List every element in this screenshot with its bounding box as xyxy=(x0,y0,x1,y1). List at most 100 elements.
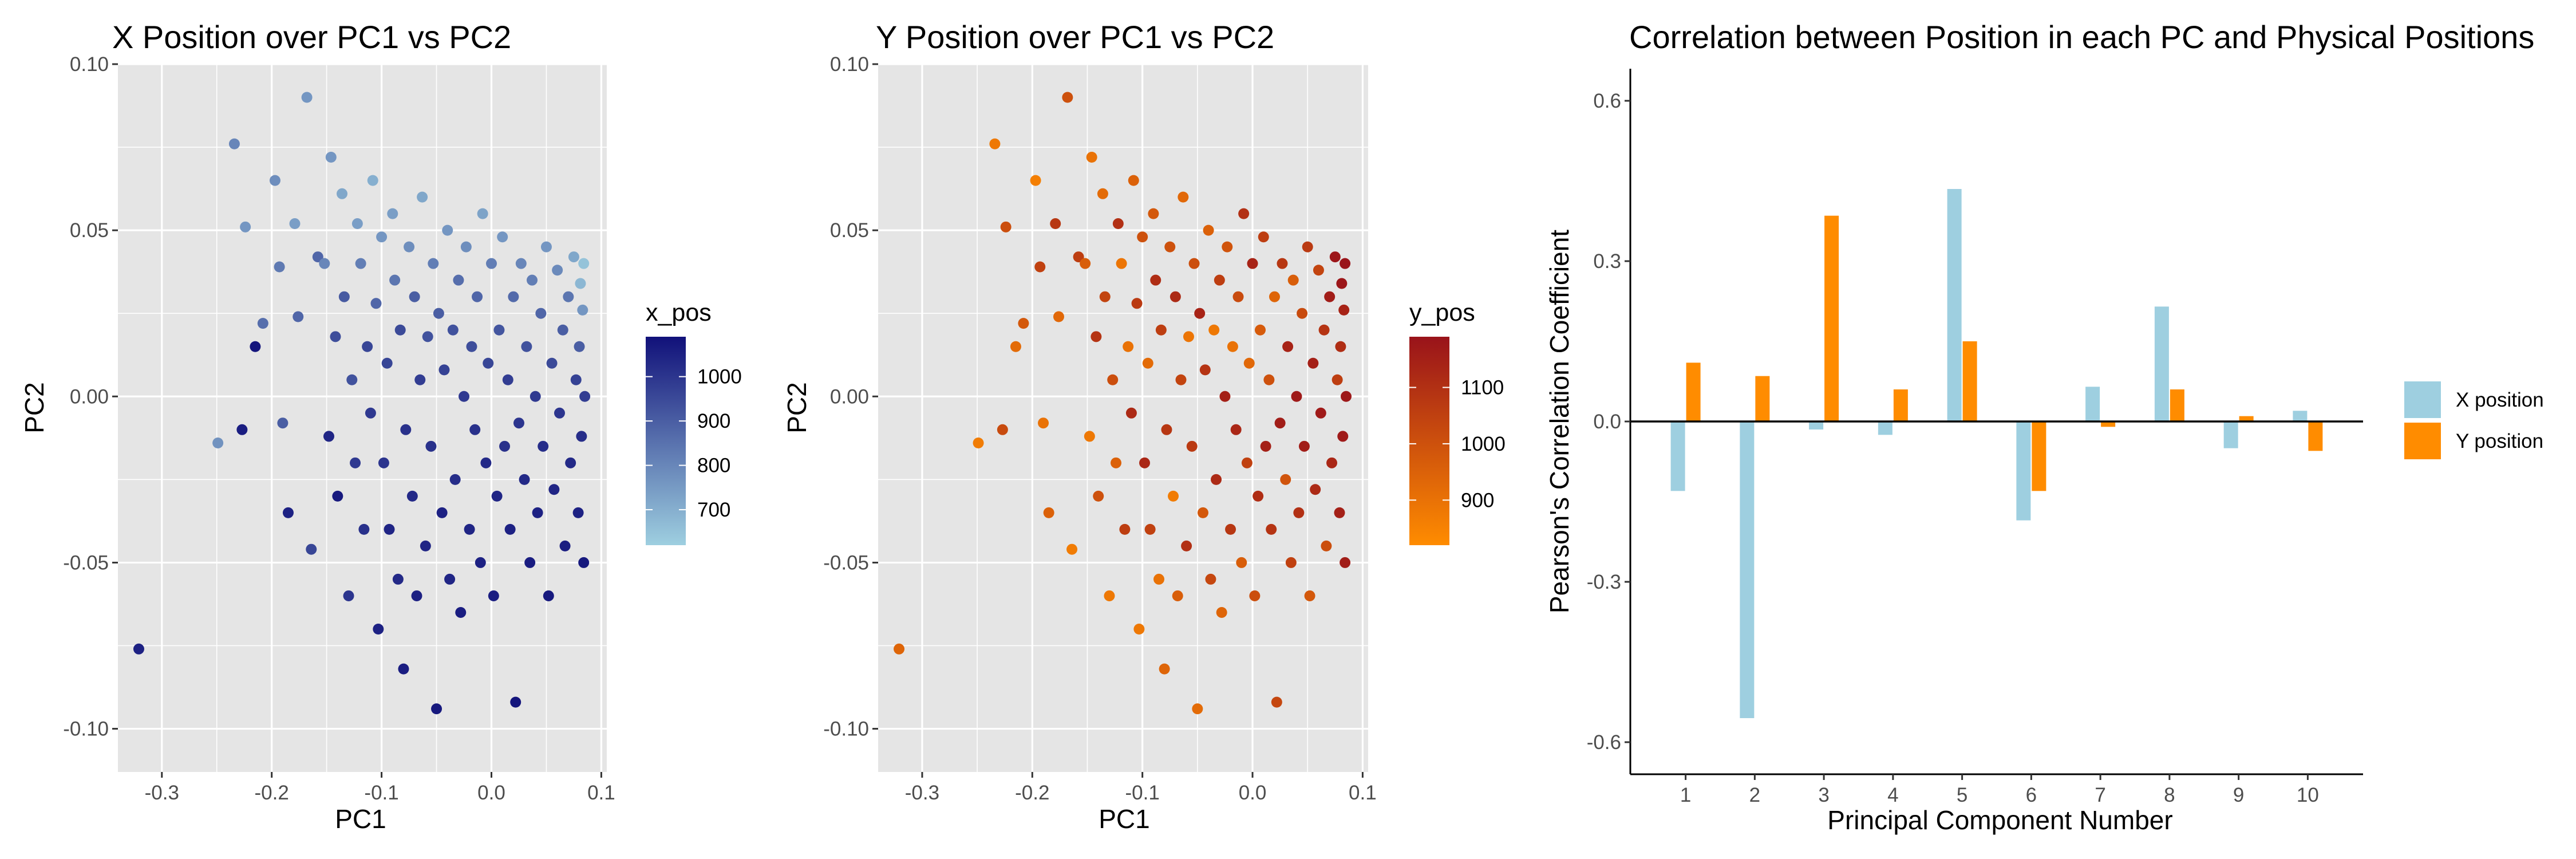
data-point xyxy=(579,391,591,402)
data-point xyxy=(1030,175,1041,186)
data-point xyxy=(1287,274,1299,286)
data-point xyxy=(409,291,420,302)
bar xyxy=(1809,421,1824,430)
data-point xyxy=(572,507,584,518)
data-point xyxy=(1194,308,1206,319)
data-point xyxy=(563,291,574,302)
data-point xyxy=(381,357,393,369)
x-tick-label: -0.3 xyxy=(905,782,939,804)
data-point xyxy=(466,341,477,352)
data-point xyxy=(1112,218,1124,230)
data-point xyxy=(510,696,521,708)
data-point xyxy=(325,151,337,163)
data-point xyxy=(973,438,984,449)
data-point xyxy=(1302,241,1313,253)
data-point xyxy=(1066,543,1078,555)
bar xyxy=(2308,421,2323,451)
data-point xyxy=(1266,523,1277,535)
x-tick-label: 3 xyxy=(1818,784,1829,806)
y-axis-label: PC2 xyxy=(782,382,812,433)
data-point xyxy=(1205,573,1216,585)
y-tick-label: 0.0 xyxy=(1593,411,1621,433)
legend-key xyxy=(2404,423,2441,459)
data-point xyxy=(1164,241,1176,253)
data-point xyxy=(1334,507,1345,518)
x-position-scatter-chart: X Position over PC1 vs PC2 PC1 PC2 x_pos… xyxy=(19,19,742,834)
data-point xyxy=(894,643,905,655)
data-point xyxy=(389,274,401,286)
x-tick-label: 0.0 xyxy=(1239,782,1267,804)
data-point xyxy=(1034,261,1046,273)
data-point xyxy=(1110,457,1121,468)
data-point xyxy=(472,291,483,302)
data-point xyxy=(1208,324,1220,336)
data-point xyxy=(535,308,547,319)
data-point xyxy=(343,590,354,601)
y-tick-label: -0.3 xyxy=(1587,571,1621,593)
y-tick-label: 0.00 xyxy=(830,385,869,408)
plot-panel xyxy=(118,64,607,772)
data-point xyxy=(475,557,486,568)
x-tick-label: -0.1 xyxy=(1125,782,1160,804)
data-point xyxy=(485,258,497,269)
data-point xyxy=(351,218,363,230)
data-point xyxy=(1128,175,1139,186)
data-point xyxy=(323,431,334,442)
data-point xyxy=(1340,258,1351,269)
colorbar-label: 1000 xyxy=(1461,433,1506,455)
data-point xyxy=(455,606,467,618)
data-point xyxy=(1236,557,1247,568)
data-point xyxy=(1310,484,1321,495)
data-point xyxy=(989,138,1001,149)
data-point xyxy=(1280,474,1291,485)
data-point xyxy=(508,291,519,302)
data-point xyxy=(568,251,579,263)
data-point xyxy=(1000,221,1012,233)
bar xyxy=(2170,389,2184,421)
data-point xyxy=(1097,188,1108,199)
data-point xyxy=(1018,318,1029,329)
data-point xyxy=(394,324,406,336)
colorbar-label: 900 xyxy=(1461,489,1494,511)
data-point xyxy=(1332,374,1343,385)
data-point xyxy=(1104,590,1115,601)
data-point xyxy=(282,507,294,518)
data-point xyxy=(362,341,373,352)
data-point xyxy=(453,274,464,286)
y-tick-label: 0.3 xyxy=(1593,250,1621,273)
x-tick-label: 0.1 xyxy=(1349,782,1377,804)
colorbar xyxy=(1409,337,1449,545)
data-point xyxy=(1219,391,1231,402)
y-tick-label: -0.10 xyxy=(63,718,109,740)
x-tick-label: 5 xyxy=(1957,784,1967,806)
y-tick-label: 0.6 xyxy=(1593,90,1621,112)
data-point xyxy=(459,391,470,402)
x-axis-label: PC1 xyxy=(335,804,386,834)
chart-title: Correlation between Position in each PC … xyxy=(1629,19,2534,55)
data-point xyxy=(578,258,590,269)
data-point xyxy=(493,324,505,336)
data-point xyxy=(350,457,361,468)
data-point xyxy=(1227,341,1238,352)
data-point xyxy=(483,357,494,369)
y-tick-label: 0.10 xyxy=(830,53,869,76)
data-point xyxy=(1091,331,1102,342)
y-axis-label: PC2 xyxy=(19,382,49,433)
legend-label: X position xyxy=(2456,389,2544,411)
data-point xyxy=(1297,308,1308,319)
data-point xyxy=(1050,218,1061,230)
data-point xyxy=(577,304,588,316)
data-point xyxy=(312,251,323,263)
bar xyxy=(1878,421,1893,435)
data-point xyxy=(504,523,516,535)
data-point xyxy=(1099,291,1111,302)
data-point xyxy=(1253,490,1264,502)
data-point xyxy=(433,308,444,319)
x-tick-label: -0.2 xyxy=(255,782,289,804)
data-point xyxy=(398,663,409,675)
data-point xyxy=(1155,324,1167,336)
data-point xyxy=(1263,374,1275,385)
data-point xyxy=(1073,251,1084,263)
data-point xyxy=(1131,298,1143,309)
data-point xyxy=(1150,274,1161,286)
